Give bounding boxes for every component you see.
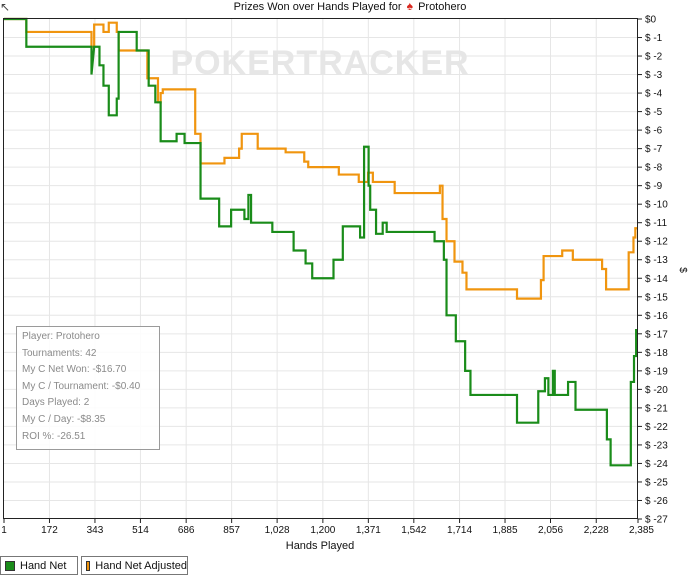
x-tick-label: 686: [178, 525, 195, 536]
x-tick-label: 2,228: [584, 525, 609, 536]
y-axis-label: $: [677, 267, 688, 273]
y-tick-label: $ -21: [645, 403, 668, 414]
x-tick-label: 1,371: [356, 525, 381, 536]
y-tick-label: $ -22: [645, 422, 668, 433]
pokertracker-watermark: POKERTRACKER: [170, 44, 469, 82]
x-tick-label: 1,028: [265, 525, 290, 536]
x-tick-label: 1: [1, 525, 7, 536]
y-tick-label: $ -23: [645, 440, 668, 451]
legend-swatch-hand-net-adjusted: [86, 560, 91, 571]
y-tick-label: $ -14: [645, 274, 668, 285]
legend-item-hand-net-adjusted[interactable]: Hand Net Adjusted: [81, 556, 188, 575]
y-tick-label: $ -11: [645, 218, 667, 229]
stats-days-played: Days Played: 2: [22, 397, 90, 409]
y-tick-label: $ -20: [645, 385, 668, 396]
y-tick-label: $ -5: [645, 107, 663, 118]
x-tick-label: 1,885: [493, 525, 518, 536]
x-tick-label: 1,542: [401, 525, 426, 536]
x-tick-label: 1,714: [447, 525, 472, 536]
x-tick-label: 343: [87, 525, 104, 536]
grid-lines: [4, 19, 638, 519]
chart-title: Prizes Won over Hands Played for ♠ Proto…: [0, 0, 700, 13]
stats-tournaments: Tournaments: 42: [22, 347, 97, 359]
y-tick-label: $ -19: [645, 366, 668, 377]
y-tick-label: $0: [645, 15, 657, 26]
series-layer: [4, 17, 638, 467]
x-tick-label: 2,056: [538, 525, 563, 536]
cursor-arrow-icon: ↖: [0, 0, 11, 14]
poker-chip-icon: ♠: [406, 0, 413, 13]
y-tick-label: $ -6: [645, 126, 663, 137]
x-tick-label: 857: [223, 525, 240, 536]
x-tick-label: 1,200: [310, 525, 335, 536]
x-tick-label: 172: [41, 525, 58, 536]
series-line-hand-net: [4, 17, 638, 467]
y-tick-label: $ -16: [645, 311, 668, 322]
stats-per-tournament: My C / Tournament: -$0.40: [22, 380, 141, 392]
legend-label-hand-net: Hand Net: [20, 559, 67, 572]
y-tick-label: $ -18: [645, 348, 668, 359]
stats-roi: ROI %: -26.51: [22, 430, 86, 442]
y-tick-label: $ -7: [645, 144, 663, 155]
chart-title-prefix: Prizes Won over Hands Played for: [233, 1, 402, 13]
x-axis: 1 172 343 514 686 857 1,028 1,200 1,371 1,542 1,71…: [1, 519, 654, 536]
y-tick-label: $ -27: [645, 515, 668, 526]
y-tick-label: $ -24: [645, 459, 668, 470]
y-tick-label: $ -15: [645, 292, 668, 303]
y-tick-label: $ -13: [645, 255, 668, 266]
x-tick-label: 514: [132, 525, 149, 536]
stats-player: Player: Protohero: [22, 331, 100, 342]
stats-net-won: My C Net Won: -$16.70: [22, 364, 127, 376]
y-tick-label: $ -8: [645, 163, 663, 174]
y-tick-label: $ -25: [645, 477, 668, 488]
legend-label-hand-net-adjusted: Hand Net Adjusted: [95, 559, 187, 572]
x-tick-label: 2,385: [629, 525, 654, 536]
y-tick-label: $ -10: [645, 200, 668, 211]
x-axis-label: Hands Played: [286, 540, 355, 552]
plot-frame: [3, 18, 638, 519]
legend-item-hand-net[interactable]: Hand Net: [0, 556, 78, 575]
y-tick-label: $ -4: [645, 89, 663, 100]
y-tick-label: $ -12: [645, 237, 668, 248]
legend-swatch-hand-net: [5, 560, 15, 571]
stats-box: Player: Protohero Tournaments: 42 My C N…: [16, 326, 160, 450]
y-tick-label: $ -2: [645, 52, 663, 63]
stats-per-day: My C / Day: -$8.35: [22, 413, 106, 425]
y-axis: $0 $ -1 $ -2 $ -3 $ -4 $ -5 $ -6 $ -7 $ -8 $ -9 $ …: [638, 15, 668, 526]
y-tick-label: $ -1: [645, 33, 663, 44]
y-tick-label: $ -3: [645, 70, 663, 81]
y-tick-label: $ -26: [645, 496, 668, 507]
y-tick-label: $ -17: [645, 329, 668, 340]
y-tick-label: $ -9: [645, 181, 663, 192]
chart-title-player: Protohero: [418, 1, 467, 13]
